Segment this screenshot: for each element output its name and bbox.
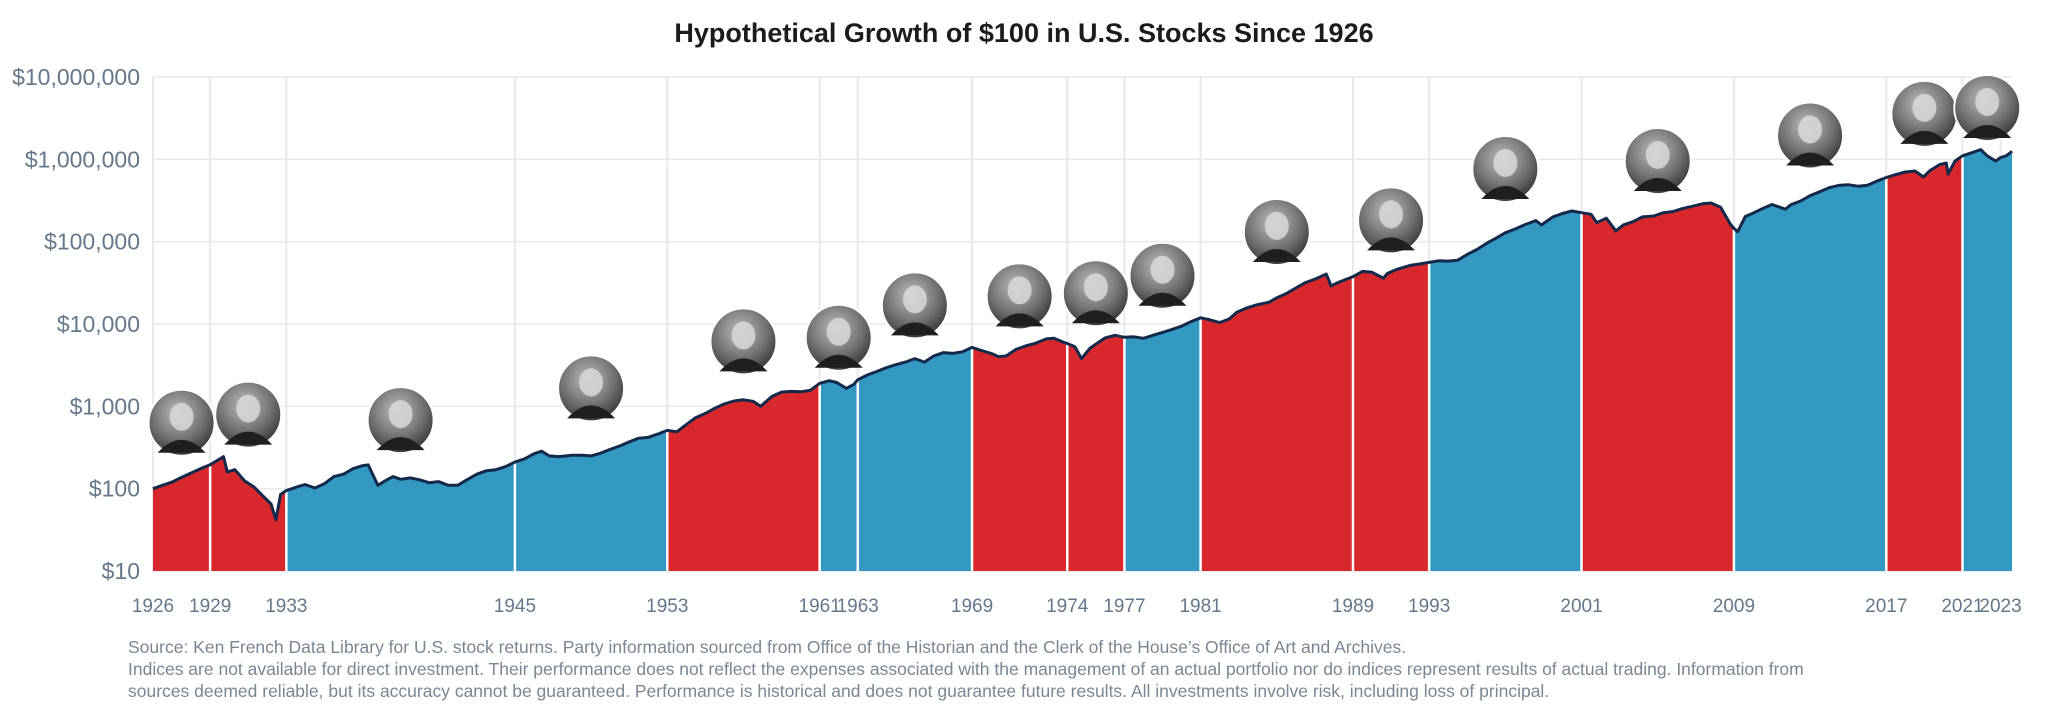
x-tick-label: 1953	[646, 596, 688, 617]
x-tick-label: 2021	[1941, 596, 1983, 617]
president-portrait	[366, 386, 435, 455]
term-band	[1886, 149, 1963, 571]
y-tick-label: $1,000,000	[25, 146, 140, 172]
portrait-shoulders	[1900, 130, 1949, 144]
x-tick-label: 2017	[1865, 596, 1907, 617]
x-tick-label: 1926	[132, 596, 174, 617]
portrait-shoulders	[1071, 310, 1120, 324]
disclaimer-line-1: Indices are not available for direct inv…	[128, 659, 1804, 679]
portrait-shoulders	[157, 439, 206, 453]
portrait-shoulders	[890, 322, 939, 336]
x-tick-label: 1933	[265, 596, 307, 617]
term-band	[153, 149, 211, 571]
x-tick-label: 1969	[951, 596, 993, 617]
source-note: Source: Ken French Data Library for U.S.…	[128, 637, 1407, 657]
term-band	[210, 149, 287, 571]
president-portrait	[880, 271, 949, 340]
president-portrait	[1623, 126, 1692, 195]
president-portraits	[147, 74, 2022, 457]
president-portrait	[214, 380, 283, 449]
term-band	[1200, 149, 1353, 571]
portrait-face	[1912, 93, 1937, 122]
term-band	[1429, 149, 1582, 571]
term-band	[514, 149, 668, 571]
portrait-face	[1264, 211, 1289, 240]
portrait-face	[236, 394, 261, 423]
y-tick-label: $10	[102, 558, 140, 584]
portrait-face	[579, 368, 604, 397]
y-axis: $10 $100 $1,000 $10,000 $100,000 $1,000,000 $1…	[12, 64, 140, 584]
president-portrait	[1953, 74, 2022, 142]
x-tick-label: 2009	[1713, 596, 1755, 617]
x-tick-label: 1963	[837, 596, 879, 617]
portrait-face	[388, 400, 413, 429]
x-tick-label: 2001	[1560, 596, 1602, 617]
portrait-face	[1007, 276, 1032, 305]
y-tick-label: $10,000	[57, 311, 140, 337]
chart-title: Hypothetical Growth of $100 in U.S. Stoc…	[674, 18, 1374, 48]
term-band	[667, 149, 820, 571]
x-tick-label: 2023	[1979, 596, 2021, 617]
portrait-face	[1975, 88, 2000, 116]
y-tick-label: $100	[89, 476, 140, 502]
term-band	[1352, 149, 1430, 571]
president-portrait	[709, 307, 778, 376]
portrait-face	[1083, 273, 1108, 302]
y-tick-label: $10,000,000	[12, 64, 140, 90]
president-portrait	[1357, 186, 1426, 255]
x-tick-label: 1989	[1332, 596, 1374, 617]
value-line	[152, 148, 2013, 522]
portrait-shoulders	[814, 354, 863, 368]
term-band	[1733, 149, 1887, 571]
disclaimer-line-2: sources deemed reliable, but its accurac…	[128, 681, 1550, 701]
x-tick-label: 1981	[1179, 596, 1221, 617]
portrait-face	[826, 317, 851, 346]
president-portrait	[1061, 259, 1130, 328]
president-portrait	[1128, 241, 1197, 310]
x-tick-label: 1974	[1046, 596, 1089, 617]
term-band	[819, 149, 858, 571]
portrait-shoulders	[224, 431, 273, 445]
portrait-shoulders	[1138, 292, 1187, 306]
president-portrait	[557, 354, 626, 423]
portrait-face	[1150, 255, 1175, 284]
term-band	[286, 149, 515, 571]
portrait-face	[1645, 140, 1670, 169]
footnotes: Source: Ken French Data Library for U.S.…	[128, 636, 2033, 702]
portrait-shoulders	[995, 313, 1044, 327]
x-tick-label: 1945	[494, 596, 536, 617]
term-band	[1962, 149, 2012, 571]
president-portrait	[804, 303, 873, 372]
president-portrait	[1471, 134, 1540, 203]
portrait-shoulders	[1367, 237, 1416, 251]
president-portrait	[147, 388, 216, 457]
portrait-shoulders	[376, 437, 425, 451]
y-tick-label: $1,000	[70, 393, 140, 419]
term-band	[1581, 149, 1734, 571]
portrait-shoulders	[1963, 125, 2012, 138]
growth-chart: $10 $100 $1,000 $10,000 $100,000 $1,000,000 $1…	[12, 64, 2022, 617]
portrait-shoulders	[1252, 248, 1301, 262]
portrait-shoulders	[567, 405, 616, 419]
president-portrait	[1776, 101, 1845, 170]
x-tick-label: 1977	[1103, 596, 1145, 617]
portrait-shoulders	[1786, 152, 1835, 166]
x-tick-label: 1961	[799, 596, 841, 617]
portrait-shoulders	[719, 358, 768, 372]
portrait-shoulders	[1481, 185, 1530, 199]
portrait-face	[902, 285, 927, 314]
portrait-shoulders	[1633, 177, 1682, 191]
president-portrait	[985, 262, 1054, 331]
y-tick-label: $100,000	[44, 229, 140, 255]
portrait-face	[1493, 148, 1518, 177]
president-portrait	[1890, 79, 1959, 148]
portrait-face	[1379, 200, 1404, 229]
x-tick-label: 1993	[1408, 596, 1450, 617]
president-portrait	[1242, 197, 1311, 266]
portrait-face	[1798, 115, 1823, 144]
x-tick-label: 1929	[189, 596, 231, 617]
portrait-face	[169, 402, 194, 431]
portrait-face	[731, 321, 756, 350]
